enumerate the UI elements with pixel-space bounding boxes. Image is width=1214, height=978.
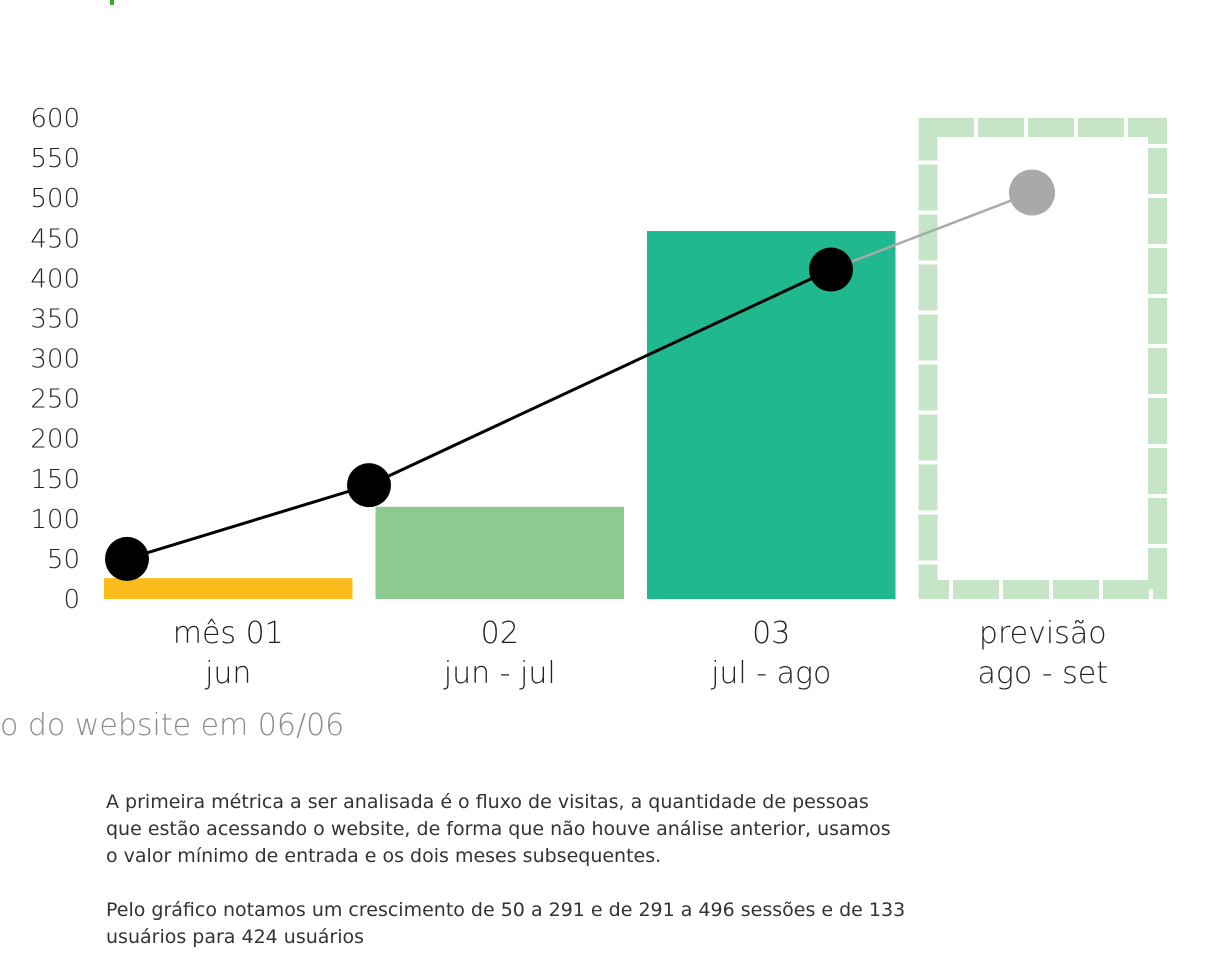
chart-caption: o do website em 06/06: [0, 708, 345, 743]
description-paragraph-1: A primeira métrica a ser analisada é o f…: [106, 791, 891, 867]
y-tick-label-300: 300: [30, 345, 80, 375]
line-point-forecast: [1009, 169, 1055, 216]
trend-line: [105, 169, 1055, 581]
x-axis: mês 01 jun 02 jun - jul 03 jul - ago previsão a…: [173, 616, 1108, 691]
bar-forecast: [918, 118, 1167, 599]
bars: [104, 118, 1167, 599]
y-tick-label-250: 250: [30, 385, 80, 415]
description-paragraph-2: Pelo gráfico notamos um crescimento de 5…: [106, 899, 906, 948]
bar-1: [104, 578, 353, 599]
y-tick-label-50: 50: [47, 545, 80, 575]
line-segment-1: [126, 483, 370, 561]
x-category-label-4-line2: ago - set: [978, 656, 1109, 691]
x-category-label-3-line1: 03: [752, 616, 790, 651]
y-axis: 0 50 100 150 200 250 300 350 400 450 500 550 600: [30, 104, 80, 615]
y-tick-label-100: 100: [30, 505, 80, 535]
visits-chart: 0 50 100 150 200 250 300 350 400 450 500 550 600 mês…: [30, 104, 1167, 691]
y-tick-label-600: 600: [30, 104, 80, 134]
y-tick-label-500: 500: [30, 184, 80, 214]
y-tick-label-0: 0: [63, 585, 80, 615]
x-category-label-1-line1: mês 01: [173, 616, 284, 651]
x-category-label-4-line1: previsão: [979, 616, 1107, 651]
x-category-label-2-line2: jun - jul: [443, 656, 556, 691]
line-point-3: [809, 247, 853, 292]
line-segment-3: [830, 191, 1033, 271]
y-tick-label-400: 400: [30, 264, 80, 294]
description: A primeira métrica a ser analisada é o f…: [106, 789, 906, 978]
y-tick-label-550: 550: [30, 144, 80, 174]
line-point-2: [347, 463, 391, 508]
bar-2: [375, 506, 624, 599]
bar-3: [647, 231, 896, 599]
x-category-label-1-line2: jun: [204, 656, 251, 691]
line-point-1: [105, 536, 149, 581]
top-accent-mark: [110, 0, 114, 5]
y-tick-label-200: 200: [30, 425, 80, 455]
y-tick-label-150: 150: [30, 465, 80, 495]
y-tick-label-350: 350: [30, 304, 80, 334]
x-category-label-2-line1: 02: [481, 616, 519, 651]
line-segment-2: [368, 268, 832, 487]
y-tick-label-450: 450: [30, 224, 80, 254]
x-category-label-3-line2: jul - ago: [710, 656, 831, 691]
